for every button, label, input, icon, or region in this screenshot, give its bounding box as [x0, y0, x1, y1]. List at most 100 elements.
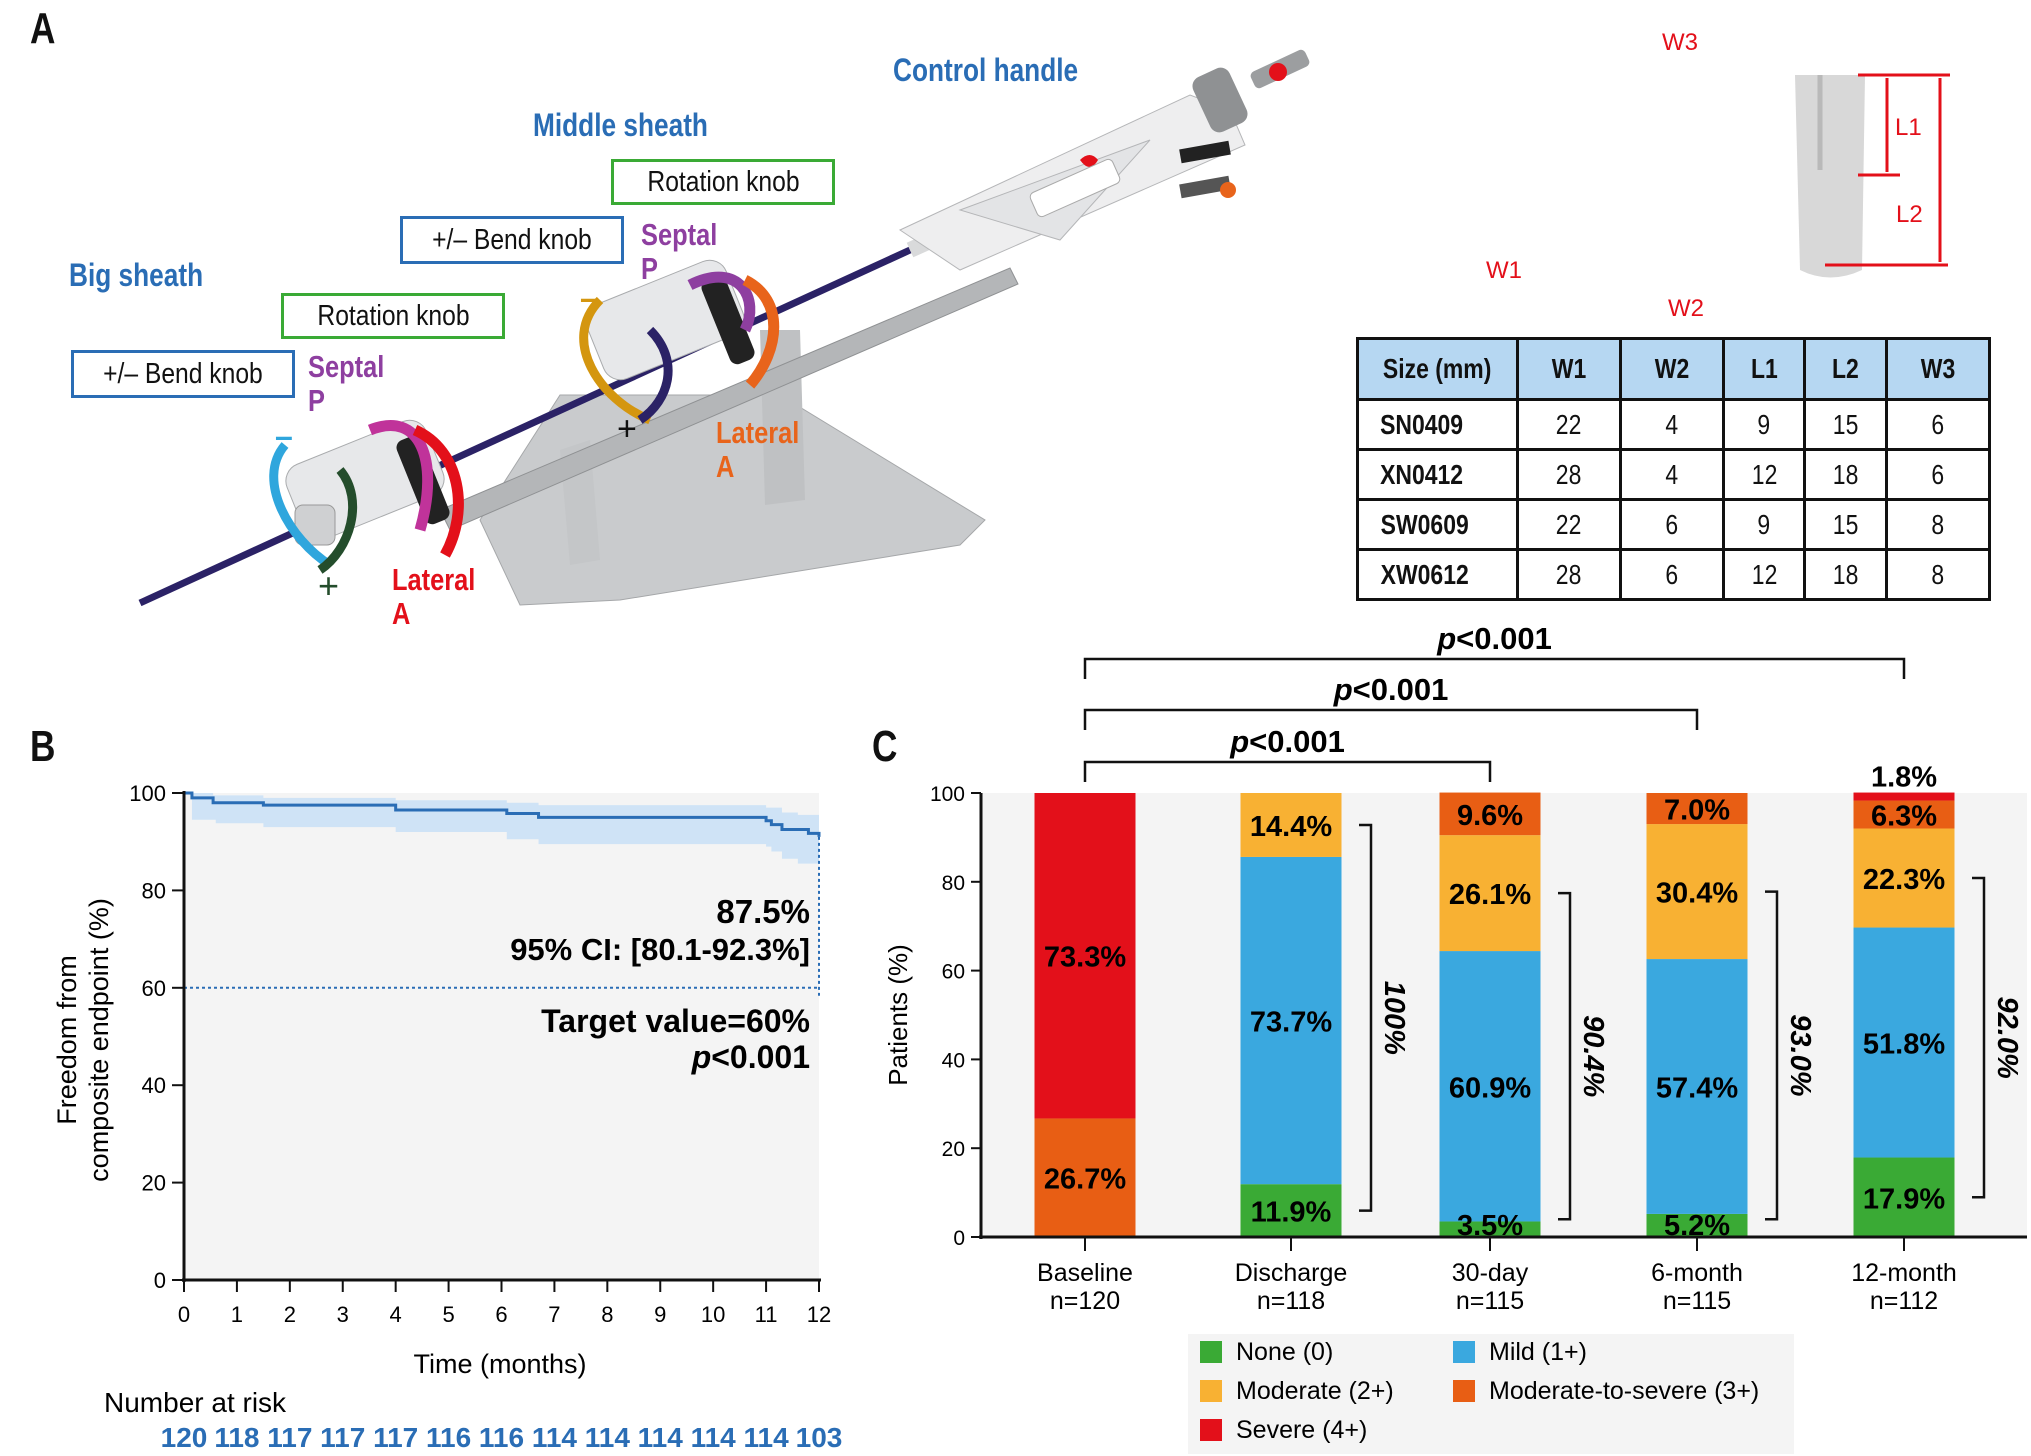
number-at-risk-value: 117 — [320, 1422, 365, 1453]
bar-30-day — [1439, 792, 1541, 1237]
comparison-p-value: p<0.001 — [1229, 724, 1345, 759]
x-tick-label: 1 — [231, 1302, 243, 1327]
rotation-knob-middle-box: Rotation knob — [611, 159, 835, 205]
bar-segment — [1240, 793, 1342, 857]
x-tick-label: 3 — [337, 1302, 349, 1327]
table-cell: 12 — [1721, 448, 1807, 501]
x-tick-label: 9 — [654, 1302, 666, 1327]
bar-segment — [1240, 856, 1342, 1185]
bracket-label: 93.0% — [1784, 1014, 1816, 1096]
table-cell: 18 — [1803, 548, 1889, 601]
percentage-bracket — [1765, 890, 1779, 1221]
x-tick-label: 5 — [442, 1302, 454, 1327]
table-cell: 8 — [1885, 548, 1991, 601]
y-tick-label: 40 — [142, 1073, 166, 1098]
segment-label: 14.4% — [1250, 811, 1332, 843]
p-value: <0.001 — [1249, 724, 1345, 759]
header-cell: L1 — [1721, 337, 1807, 401]
label-septal-big: Septal P — [308, 350, 384, 418]
category-n: n=115 — [1456, 1287, 1524, 1315]
y-tick-label: 40 — [942, 1049, 965, 1072]
rotation-knob-big-label: Rotation knob — [316, 299, 470, 332]
rotation-knob-big-box: Rotation knob — [281, 293, 505, 339]
septal-text: Septal — [308, 349, 385, 384]
arrow-septal-icon — [687, 271, 756, 333]
y-axis-label-line: composite endpoint (%) — [84, 898, 114, 1182]
comparison-p-value: p<0.001 — [1333, 672, 1449, 707]
legend-box — [1188, 1334, 1794, 1454]
y-tick-label: 100 — [129, 781, 166, 806]
header-cell: Size (mm) — [1356, 337, 1519, 401]
middle-sheath-knob-ring — [701, 275, 755, 365]
category-label: 30-day — [1452, 1259, 1529, 1287]
header-cell: W3 — [1885, 337, 1991, 401]
dim-l2: L2 — [1896, 201, 1923, 228]
table-cell: 22 — [1516, 398, 1622, 451]
table-cell: 4 — [1618, 448, 1725, 501]
table-cell: 15 — [1803, 398, 1889, 451]
table-cell: 28 — [1516, 548, 1622, 601]
segment-label: 51.8% — [1863, 1029, 1945, 1061]
catheter-shaft — [138, 246, 912, 607]
rotation-knob-middle-label: Rotation knob — [646, 165, 800, 198]
implant-profile-view — [1795, 73, 1950, 278]
category-n: n=118 — [1257, 1287, 1325, 1315]
estimate-annotation: 87.5% — [716, 893, 810, 930]
septal-p-text: P — [641, 251, 658, 286]
comparison-bracket — [1083, 657, 1906, 679]
handle-logo — [1080, 155, 1098, 167]
x-tick-label: 11 — [755, 1302, 778, 1327]
size-table-header: Size (mm) W1 W2 L1 L2 W3 — [1356, 337, 1991, 401]
y-axis-label: Patients (%) — [883, 944, 913, 1086]
arrow-lateral-icon — [412, 424, 464, 558]
bend-knob-middle-label: +/– Bend knob — [432, 223, 592, 256]
segment-label: 73.7% — [1250, 1007, 1332, 1039]
size-table-row: XN0412 28 4 12 18 6 — [1356, 448, 1991, 501]
legend-swatch — [1200, 1380, 1222, 1402]
plot-background — [184, 793, 819, 1280]
bar-segment — [1646, 824, 1748, 960]
panel-a-letter: A — [30, 4, 56, 53]
dim-l1: L1 — [1895, 114, 1922, 141]
segment-label: 60.9% — [1449, 1072, 1531, 1104]
segment-label: 7.0% — [1664, 795, 1730, 827]
table-cell: 8 — [1885, 498, 1991, 551]
number-at-risk-value: 117 — [267, 1422, 312, 1453]
km-curve — [184, 791, 821, 837]
p-value: <0.001 — [1353, 672, 1449, 707]
x-tick-label: 12 — [807, 1302, 831, 1327]
segment-label: 26.1% — [1449, 879, 1531, 911]
bar-segment — [1439, 792, 1541, 836]
number-at-risk-value: 114 — [691, 1422, 737, 1453]
bar-12-month — [1853, 792, 1955, 1237]
ci-annotation: 95% CI: [80.1-92.3%] — [510, 932, 810, 967]
bracket-label: 90.4% — [1577, 1015, 1609, 1097]
segment-label: 6.3% — [1871, 801, 1937, 833]
x-tick-label: 0 — [178, 1302, 190, 1327]
label-big-sheath: Big sheath — [69, 257, 204, 293]
legend-label: Moderate (2+) — [1236, 1377, 1394, 1405]
handle-red-cap — [1269, 63, 1287, 81]
p-italic: p — [691, 1039, 712, 1075]
bar-segment — [1646, 959, 1748, 1214]
number-at-risk-value: 120 — [161, 1422, 208, 1453]
bar-segment — [1646, 793, 1748, 825]
bar-segment — [1853, 1157, 1955, 1237]
dim-w2: W2 — [1668, 295, 1704, 322]
y-tick-label: 80 — [942, 872, 965, 895]
table-cell: 22 — [1516, 498, 1622, 551]
legend-swatch — [1453, 1341, 1475, 1363]
y-tick-label: 100 — [930, 783, 965, 806]
bar-segment — [1034, 793, 1136, 1119]
confidence-band — [184, 793, 819, 869]
panel-b-letter: B — [30, 722, 56, 771]
legend-swatch — [1200, 1341, 1222, 1363]
category-label: 6-month — [1651, 1259, 1743, 1287]
segment-label: 9.6% — [1457, 800, 1523, 832]
table-cell: 6 — [1618, 498, 1725, 551]
target-annotation: Target value=60% — [541, 1003, 810, 1039]
comparison-bracket — [1083, 760, 1492, 782]
bar-segment — [1439, 835, 1541, 952]
number-at-risk-value: 114 — [638, 1422, 684, 1453]
